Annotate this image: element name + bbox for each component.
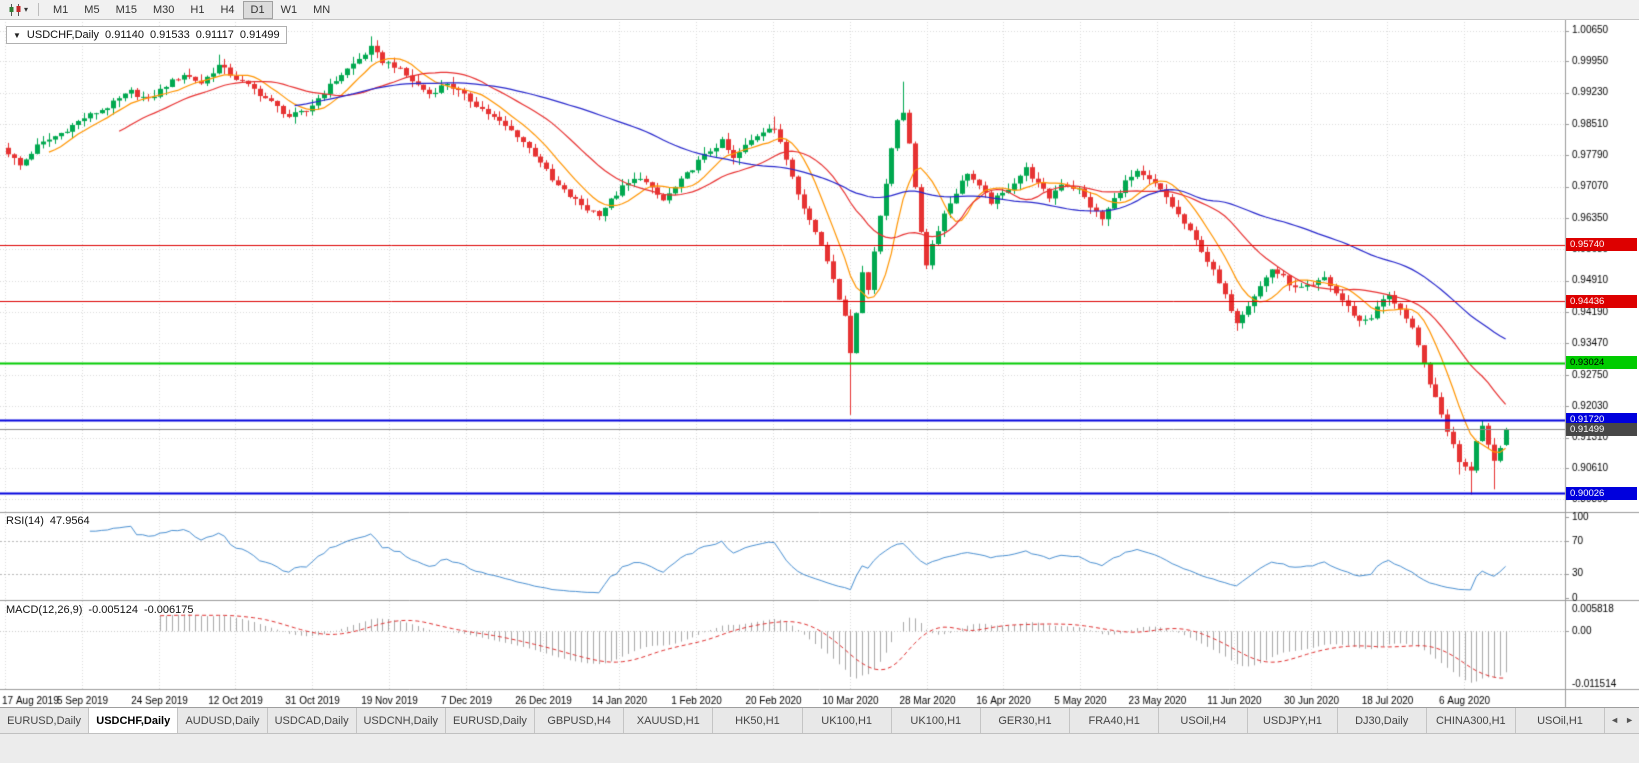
- bottom-tab-hk50-h1[interactable]: HK50,H1: [713, 708, 803, 733]
- bottom-tab-usdjpy-h1[interactable]: USDJPY,H1: [1248, 708, 1338, 733]
- rsi-indicator-label: RSI(14) 47.9564: [6, 515, 90, 527]
- bottom-tab-ger30-h1[interactable]: GER30,H1: [980, 708, 1071, 733]
- bottom-tab-uk100-h1[interactable]: UK100,H1: [802, 708, 892, 733]
- bottom-tab-usdcnh-daily[interactable]: USDCNH,Daily: [356, 708, 446, 733]
- rsi-name: RSI(14): [6, 515, 44, 527]
- price-level-box-0.95740: 0.95740: [1566, 238, 1637, 252]
- timeframe-m5-button[interactable]: M5: [76, 1, 107, 19]
- bottom-tab-fra40-h1[interactable]: FRA40,H1: [1070, 708, 1160, 733]
- bottom-tab-bar: EURUSD,Daily USDCHF,Daily AUDUSD,Daily USDC…: [0, 707, 1639, 733]
- macd-name: MACD(12,26,9): [6, 604, 83, 616]
- ohlc-open-value: 0.91140: [105, 29, 144, 41]
- chevron-down-icon: ▾: [24, 4, 29, 14]
- macd-signal: -0.006175: [143, 604, 194, 616]
- tabs-scroll-left-button[interactable]: ◄: [1610, 715, 1620, 725]
- chart-title[interactable]: ▼ USDCHF,Daily 0.91140 0.91533 0.91117 0…: [6, 26, 287, 44]
- chart-type-button[interactable]: ▾: [4, 3, 32, 17]
- tabs-scroll-right-button[interactable]: ►: [1625, 715, 1634, 725]
- price-level-box-0.94436: 0.94436: [1566, 294, 1637, 308]
- toolbar: ▾ M1 M5 M15 M30 H1 H4 D1 W1 MN: [0, 0, 1639, 20]
- bottom-tab-dj30-daily[interactable]: DJ30,Daily: [1337, 708, 1427, 733]
- ohlc-low-value: 0.91117: [195, 29, 234, 41]
- ohlc-high-value: 0.91533: [150, 29, 190, 41]
- price-chart-canvas[interactable]: [0, 20, 1639, 707]
- price-level-box-0.93024: 0.93024: [1566, 356, 1637, 370]
- price-level-box-0.90026: 0.90026: [1566, 486, 1637, 500]
- chart-tabs: EURUSD,Daily USDCHF,Daily AUDUSD,Daily USDC…: [0, 708, 1606, 733]
- candlestick-chart-icon: [9, 3, 21, 16]
- bottom-tab-eurusd-daily[interactable]: EURUSD,Daily: [0, 708, 90, 733]
- bottom-tab-uk100-h1[interactable]: UK100,H1: [891, 708, 981, 733]
- macd-value: -0.005124: [88, 604, 138, 616]
- bottom-tab-usdcad-daily[interactable]: USDCAD,Daily: [267, 708, 357, 733]
- bottom-tab-china300-h1[interactable]: CHINA300,H1: [1426, 708, 1516, 733]
- bottom-tab-xauusd-h1[interactable]: XAUUSD,H1: [624, 708, 714, 733]
- timeframe-h4-button[interactable]: H4: [212, 1, 242, 19]
- timeframe-h1-button[interactable]: H1: [182, 1, 212, 19]
- macd-indicator-label: MACD(12,26,9) -0.005124 -0.006175: [6, 604, 194, 616]
- status-bar: [0, 733, 1639, 763]
- bottom-tab-usdchf-daily[interactable]: USDCHF,Daily: [89, 708, 179, 733]
- rsi-value: 47.9564: [49, 515, 90, 527]
- bottom-tab-gbpusd-h4[interactable]: GBPUSD,H4: [535, 708, 625, 733]
- timeframe-m30-button[interactable]: M30: [145, 1, 182, 19]
- current-price-box: 0.91499: [1566, 422, 1637, 436]
- timeframe-d1-button[interactable]: D1: [242, 0, 273, 19]
- timeframe-m1-button[interactable]: M1: [45, 1, 76, 19]
- chevron-down-icon: ▼: [13, 30, 21, 40]
- ohlc-close-value: 0.91499: [239, 29, 280, 41]
- bottom-tab-usoil-h1[interactable]: USOil,H1: [1515, 708, 1606, 733]
- timeframe-w1-button[interactable]: W1: [273, 1, 306, 19]
- symbol-timeframe-label: USDCHF,Daily: [26, 29, 100, 41]
- timeframe-mn-button[interactable]: MN: [305, 1, 338, 19]
- bottom-tab-eurusd-daily[interactable]: EURUSD,Daily: [445, 708, 536, 733]
- timeframe-m15-button[interactable]: M15: [108, 1, 145, 19]
- bottom-tab-usoil-h4[interactable]: USOil,H4: [1159, 708, 1249, 733]
- chart-area[interactable]: ▼ USDCHF,Daily 0.91140 0.91533 0.91117 0…: [0, 20, 1639, 707]
- bottom-tab-audusd-daily[interactable]: AUDUSD,Daily: [178, 708, 268, 733]
- tabs-scroll-controls: ◄ ►: [1605, 708, 1639, 733]
- toolbar-separator: [38, 3, 40, 16]
